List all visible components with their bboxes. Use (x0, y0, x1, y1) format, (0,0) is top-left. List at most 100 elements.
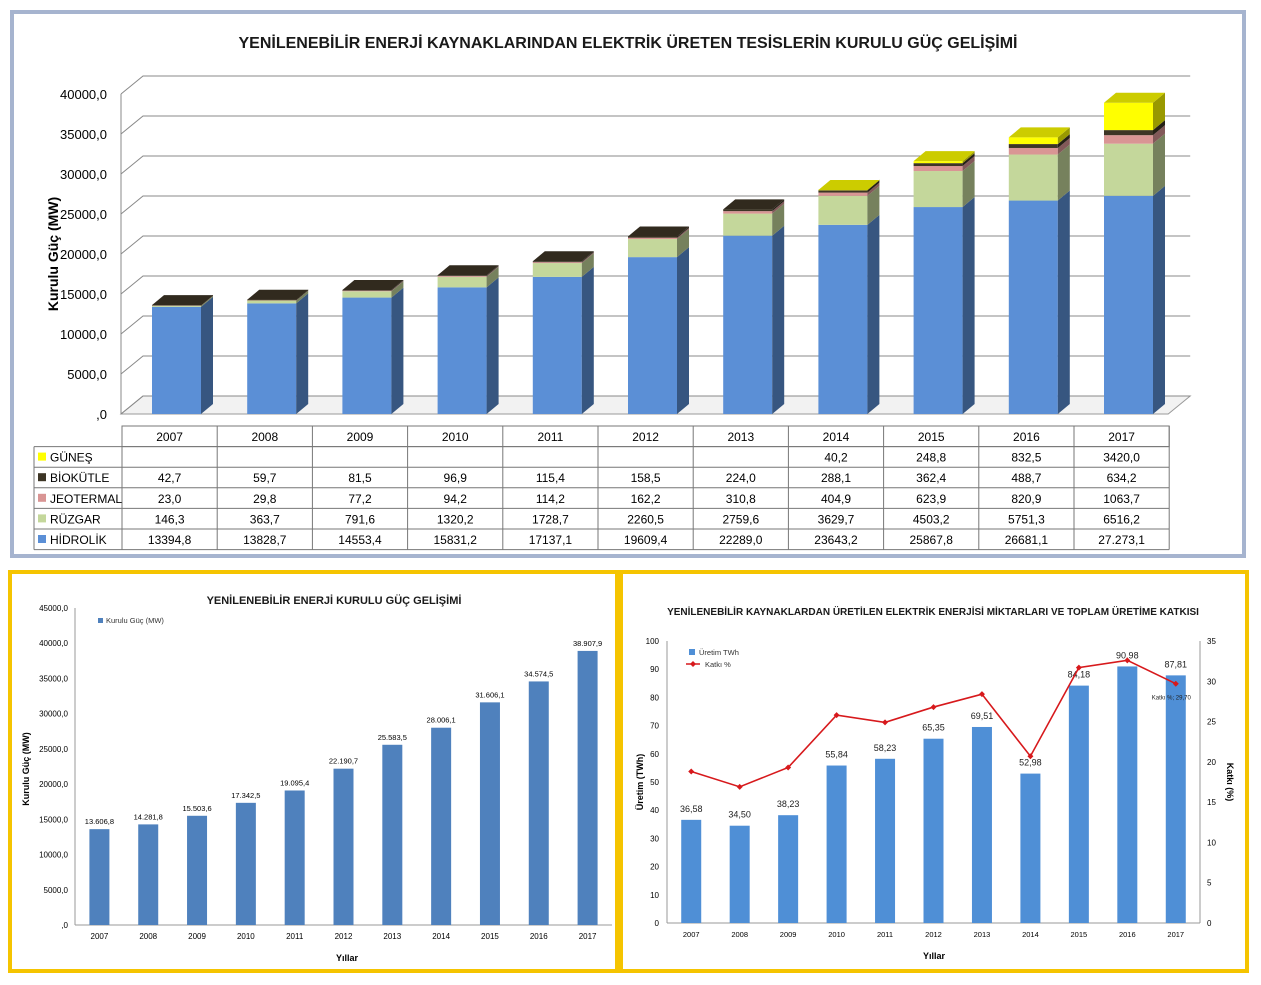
bar-top-face (1008, 127, 1070, 138)
table-cell-value: 23,0 (158, 492, 182, 506)
bar-segment-side (391, 280, 404, 292)
table-cell-value: 404,9 (821, 492, 851, 506)
data-label: 55,84 (825, 750, 848, 760)
bar (528, 681, 549, 925)
bar-segment-side (962, 156, 975, 172)
x-category-label: 2012 (632, 430, 659, 444)
table-cell-value: 25867,8 (910, 533, 954, 547)
x-category-label: 2015 (481, 932, 499, 941)
bar-segment-rüzgar (913, 171, 963, 208)
y-tick-label: 40 (650, 806, 659, 815)
bar-segment-hi̇droli̇k (1104, 195, 1153, 414)
bar-segment-side (1057, 190, 1070, 414)
table-cell-value: 26681,1 (1005, 533, 1049, 547)
bar-segment-bi̇okütle (247, 299, 297, 301)
y-tick-label: 15000,0 (39, 815, 68, 824)
y2-tick-label: 35 (1207, 637, 1216, 646)
y2-tick-label: 5 (1207, 879, 1212, 888)
chart-title: YENİLENEBİLİR ENERJİ KURULU GÜÇ GELİŞİMİ (207, 594, 462, 607)
y2-tick-label: 25 (1207, 718, 1216, 727)
x-category-label: 2013 (727, 430, 754, 444)
y-tick-label: 45000,0 (39, 604, 68, 613)
bar-segment-side (677, 229, 689, 258)
y-tick-label: 70 (650, 722, 659, 731)
bar (826, 765, 847, 923)
bar-segment-side (1153, 185, 1165, 414)
y2-tick-label: 0 (1207, 919, 1212, 928)
bar-segment-rüzgar (532, 263, 582, 277)
y-tick-label: 60 (650, 750, 659, 759)
table-cell-value: 1728,7 (532, 512, 569, 526)
legend-swatch (38, 452, 46, 461)
x-category-label: 2007 (91, 932, 109, 941)
data-label: 31.606,1 (475, 690, 504, 699)
bar-segment-side (391, 281, 404, 298)
table-cell-value: 40,2 (824, 451, 848, 465)
bar-segment-bi̇okütle (1104, 130, 1153, 136)
table-cell-value: 3629,7 (818, 512, 855, 526)
table-cell-value: 29,8 (253, 492, 277, 506)
table-cell-value: 288,1 (821, 471, 851, 485)
table-cell-value: 158,5 (631, 471, 661, 485)
x-category-label: 2017 (579, 932, 597, 941)
chart-title: YENİLENEBİLİR KAYNAKLARDAN ÜRETİLEN ELEK… (667, 605, 1199, 618)
bar-segment-hi̇droli̇k (532, 276, 582, 414)
legend-swatch (38, 535, 46, 543)
x-category-label: 2011 (537, 430, 563, 444)
table-cell-value: 23643,2 (814, 533, 858, 547)
bar-segment-side (962, 197, 975, 414)
table-cell-value: 248,8 (916, 451, 946, 465)
y-tick-label: 25000,0 (60, 207, 107, 222)
bar-segment-side (201, 296, 213, 414)
bar-segment-side (486, 277, 499, 414)
bar-segment-side (1057, 134, 1070, 148)
bar-segment-jeotermal (818, 192, 868, 196)
x-category-label: 2011 (286, 932, 304, 941)
legend-swatch (689, 649, 695, 655)
x-category-label: 2010 (237, 932, 255, 941)
bar-segment-side (486, 265, 499, 277)
bar-segment-jeotermal (342, 290, 392, 292)
y-axis-title: Kurulu Güç (MW) (45, 197, 61, 311)
gridline (120, 115, 1191, 135)
bar-segment-side (581, 251, 594, 263)
bar-segment-side (391, 279, 404, 291)
data-label: 14.281,8 (134, 812, 163, 821)
y-tick-label: 10 (650, 891, 659, 900)
bar-segment-hi̇droli̇k (247, 303, 297, 414)
bar-segment-bi̇okütle (723, 209, 773, 212)
chart-title: YENİLENEBİLİR ENERJİ KAYNAKLARINDAN ELEK… (238, 33, 1017, 52)
bar-segment-güneş (913, 161, 963, 164)
stacked-capacity-chart: YENİLENEBİLİR ENERJİ KAYNAKLARINDAN ELEK… (33, 33, 1192, 551)
table-cell-value: 4503,2 (913, 512, 950, 526)
bar-segment-hi̇droli̇k (152, 306, 201, 414)
x-category-label: 2009 (347, 430, 374, 444)
bar-segment-side (201, 295, 213, 307)
y-tick-label: 10000,0 (60, 327, 107, 342)
data-label: 17.342,5 (231, 791, 260, 800)
legend-label: Kurulu Güç (MW) (106, 616, 164, 625)
bar-segment-hi̇droli̇k (1008, 200, 1058, 414)
bar (284, 790, 305, 925)
x-category-label: 2017 (1167, 930, 1184, 939)
y-tick-label: 25000,0 (39, 745, 68, 754)
katki-marker (688, 768, 695, 775)
data-label: 34.574,5 (524, 669, 553, 678)
y2-tick-label: 10 (1207, 838, 1216, 847)
y-tick-label: 10000,0 (39, 851, 68, 860)
x-category-label: 2016 (1119, 930, 1136, 939)
bar-segment-side (772, 203, 785, 236)
katki-marker (930, 704, 937, 711)
bar-segment-side (1153, 133, 1165, 196)
x-category-label: 2016 (530, 932, 548, 941)
bar (235, 802, 256, 925)
y2-tick-label: 20 (1207, 758, 1216, 767)
y-tick-label: 50 (650, 778, 659, 787)
table-cell-value: 6516,2 (1103, 512, 1140, 526)
table-cell-value: 114,2 (536, 492, 565, 506)
legend-label: RÜZGAR (50, 512, 101, 526)
generation-share-chart: YENİLENEBİLİR KAYNAKLARDAN ÜRETİLEN ELEK… (635, 605, 1235, 961)
data-label: 36,58 (680, 804, 703, 814)
bar-segment-side (1057, 144, 1070, 201)
bar-segment-side (391, 287, 404, 414)
